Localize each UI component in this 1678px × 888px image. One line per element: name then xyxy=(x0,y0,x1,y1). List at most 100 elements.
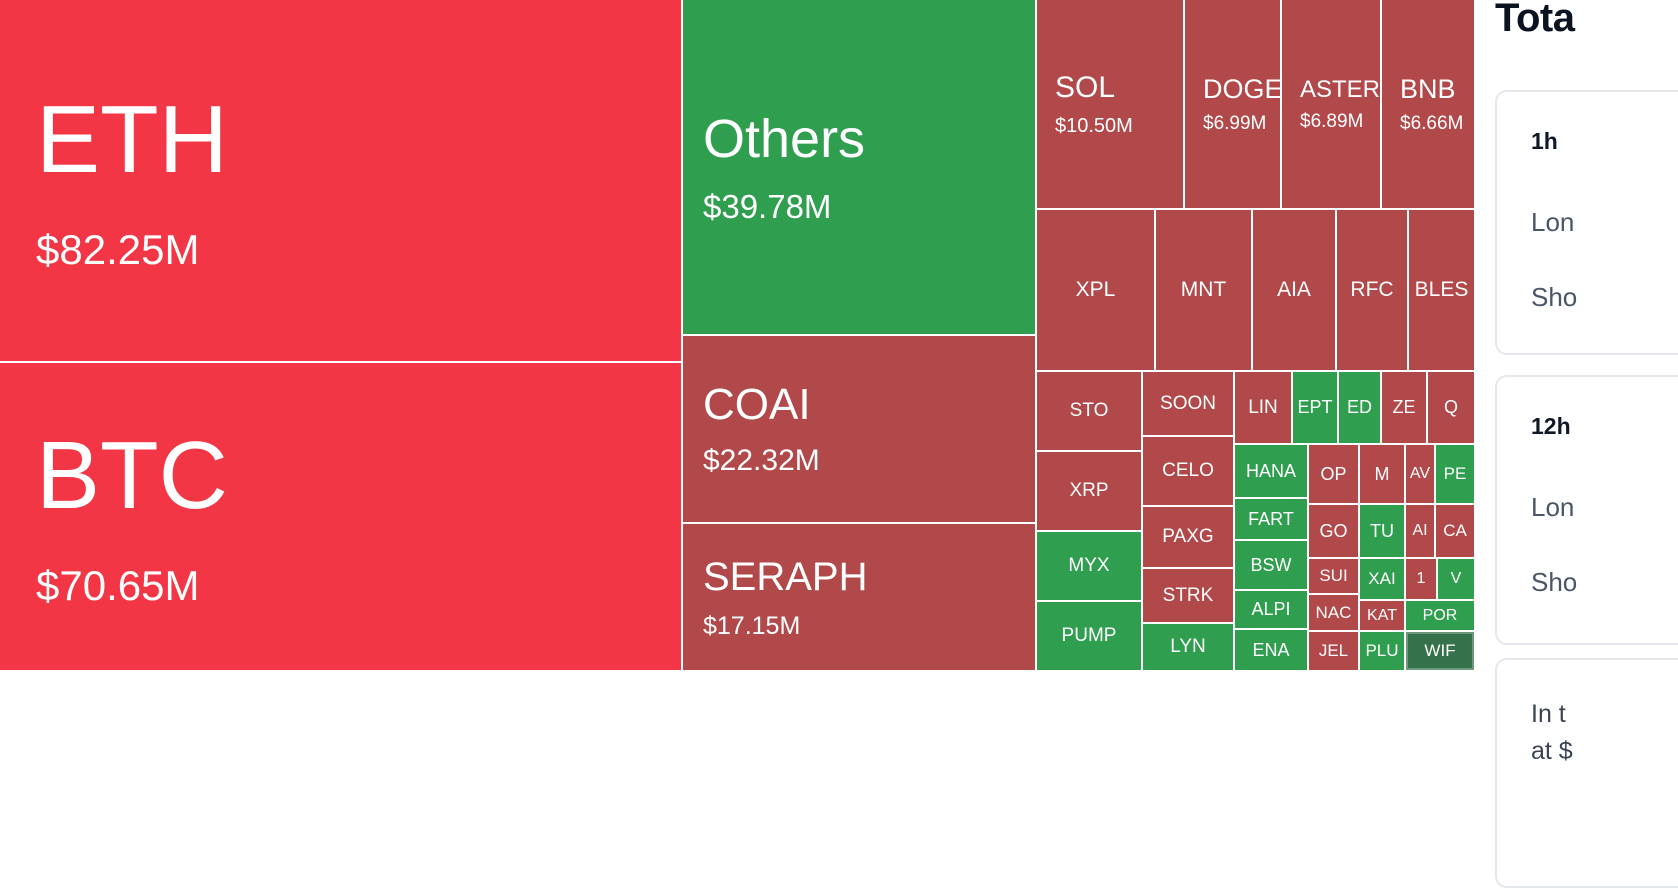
tile-bsw[interactable]: BSW xyxy=(1235,541,1307,589)
tile-symbol: HANA xyxy=(1245,460,1296,481)
tile-symbol: PLU xyxy=(1365,641,1399,660)
tile-symbol: M xyxy=(1374,463,1390,484)
tile-seraph[interactable]: SERAPH $17.15M xyxy=(683,524,1035,670)
tile-celo[interactable]: CELO xyxy=(1143,437,1233,505)
tile-symbol: PUMP xyxy=(1061,625,1117,646)
tile-symbol: CELO xyxy=(1162,460,1214,481)
tile-av[interactable]: AV xyxy=(1406,445,1434,503)
tile-symbol: MYX xyxy=(1068,555,1110,576)
tile-value: $6.99M xyxy=(1203,113,1267,135)
tile-symbol: BLES xyxy=(1414,278,1469,301)
tile-eth[interactable]: ETH $82.25M xyxy=(0,0,681,361)
tile-symbol: AIA xyxy=(1277,278,1311,301)
tile-1[interactable]: 1 xyxy=(1406,559,1436,599)
tile-symbol: WIF xyxy=(1424,641,1456,660)
tile-aster[interactable]: ASTER $6.89M xyxy=(1282,0,1380,208)
tile-myx[interactable]: MYX xyxy=(1037,532,1141,600)
tile-mnt[interactable]: MNT xyxy=(1156,210,1251,370)
tile-ept[interactable]: EPT xyxy=(1293,372,1337,443)
tile-bles[interactable]: BLES xyxy=(1409,210,1474,370)
tile-alpi[interactable]: ALPI xyxy=(1235,591,1307,628)
tile-rfc[interactable]: RFC xyxy=(1337,210,1407,370)
tile-symbol: 1 xyxy=(1416,570,1426,587)
tile-symbol: AV xyxy=(1409,465,1431,482)
tile-sto[interactable]: STO xyxy=(1037,372,1141,450)
tile-coai[interactable]: COAI $22.32M xyxy=(683,336,1035,522)
tile-sol[interactable]: SOL $10.50M xyxy=(1037,0,1183,208)
tile-symbol: ZE xyxy=(1392,397,1416,417)
tile-symbol: ETH xyxy=(36,85,228,193)
tile-nac[interactable]: NAC xyxy=(1309,595,1358,630)
tile-symbol: LYN xyxy=(1170,636,1206,657)
tile-ze[interactable]: ZE xyxy=(1382,372,1426,443)
tile-paxg[interactable]: PAXG xyxy=(1143,507,1233,567)
tile-jel[interactable]: JEL xyxy=(1309,632,1358,670)
panel-title: Tota xyxy=(1495,0,1575,40)
tile-value: $82.25M xyxy=(36,226,200,274)
tile-pump[interactable]: PUMP xyxy=(1037,602,1141,670)
tile-tu[interactable]: TU xyxy=(1360,505,1404,557)
tile-btc[interactable]: BTC $70.65M xyxy=(0,363,681,670)
tile-symbol: SUI xyxy=(1319,566,1348,585)
tile-wif[interactable]: WIF xyxy=(1406,632,1474,670)
tile-symbol: BSW xyxy=(1250,554,1292,575)
tile-sui[interactable]: SUI xyxy=(1309,559,1358,593)
tile-symbol: RFC xyxy=(1350,278,1394,301)
tile-value: $22.32M xyxy=(703,443,820,477)
tile-pe[interactable]: PE xyxy=(1436,445,1474,503)
card-line-long: Lon xyxy=(1531,492,1575,522)
tile-doge[interactable]: DOGE $6.99M xyxy=(1185,0,1280,208)
tile-symbol: XAI xyxy=(1368,569,1396,588)
tile-lin[interactable]: LIN xyxy=(1235,372,1291,443)
tile-q[interactable]: Q xyxy=(1428,372,1474,443)
tile-symbol: EPT xyxy=(1297,397,1333,417)
tile-plu[interactable]: PLU xyxy=(1360,632,1404,670)
tile-aia[interactable]: AIA xyxy=(1253,210,1335,370)
summary-line-1: In t xyxy=(1531,700,1566,728)
summary-line-2: at $ xyxy=(1531,737,1573,765)
tile-strk[interactable]: STRK xyxy=(1143,569,1233,622)
tile-symbol: Others xyxy=(703,109,866,170)
stats-card-1h: 1h Lon Sho xyxy=(1495,90,1678,355)
tile-symbol: STO xyxy=(1069,400,1109,421)
tile-symbol: NAC xyxy=(1315,602,1352,622)
tile-others[interactable]: Others $39.78M xyxy=(683,0,1035,334)
tile-kat[interactable]: KAT xyxy=(1360,601,1404,630)
tile-lyn[interactable]: LYN xyxy=(1143,624,1233,670)
tile-xpl[interactable]: XPL xyxy=(1037,210,1154,370)
stats-panel: Tota 1h Lon Sho 12h Lon Sho In t at $ xyxy=(1495,0,1678,888)
tile-ca[interactable]: CA xyxy=(1436,505,1474,557)
tile-symbol: ALPI xyxy=(1251,599,1291,619)
tile-fart[interactable]: FART xyxy=(1235,499,1307,539)
tile-symbol: POR xyxy=(1422,606,1458,624)
tile-ai[interactable]: AI xyxy=(1406,505,1434,557)
tile-op[interactable]: OP xyxy=(1309,445,1358,503)
card-line-long: Lon xyxy=(1531,207,1575,237)
tile-symbol: CA xyxy=(1443,521,1467,540)
tile-xai[interactable]: XAI xyxy=(1360,559,1404,599)
tile-symbol: ASTER xyxy=(1300,76,1380,104)
tile-ena[interactable]: ENA xyxy=(1235,630,1307,670)
tile-bnb[interactable]: BNB $6.66M xyxy=(1382,0,1474,208)
tile-symbol: TU xyxy=(1370,520,1394,541)
tile-symbol: SERAPH xyxy=(703,554,868,599)
tile-ed[interactable]: ED xyxy=(1339,372,1380,443)
tile-value: $39.78M xyxy=(703,187,832,225)
tile-symbol: XPL xyxy=(1075,278,1116,301)
tile-symbol: BTC xyxy=(36,421,228,529)
tile-value: $10.50M xyxy=(1055,114,1133,137)
tile-value: $6.89M xyxy=(1300,110,1364,132)
tile-symbol: BNB xyxy=(1400,73,1456,104)
tile-xrp[interactable]: XRP xyxy=(1037,452,1141,530)
tile-hana[interactable]: HANA xyxy=(1235,445,1307,497)
tile-go[interactable]: GO xyxy=(1309,505,1358,557)
tile-symbol: PE xyxy=(1443,464,1467,483)
tile-m[interactable]: M xyxy=(1360,445,1404,503)
tile-v[interactable]: V xyxy=(1438,559,1474,599)
tile-por[interactable]: POR xyxy=(1406,601,1474,630)
tile-soon[interactable]: SOON xyxy=(1143,372,1233,435)
stats-card-summary: In t at $ xyxy=(1495,658,1678,888)
tile-symbol: ENA xyxy=(1252,639,1290,660)
tile-symbol: SOON xyxy=(1160,392,1216,414)
tile-value: $6.66M xyxy=(1400,113,1464,135)
